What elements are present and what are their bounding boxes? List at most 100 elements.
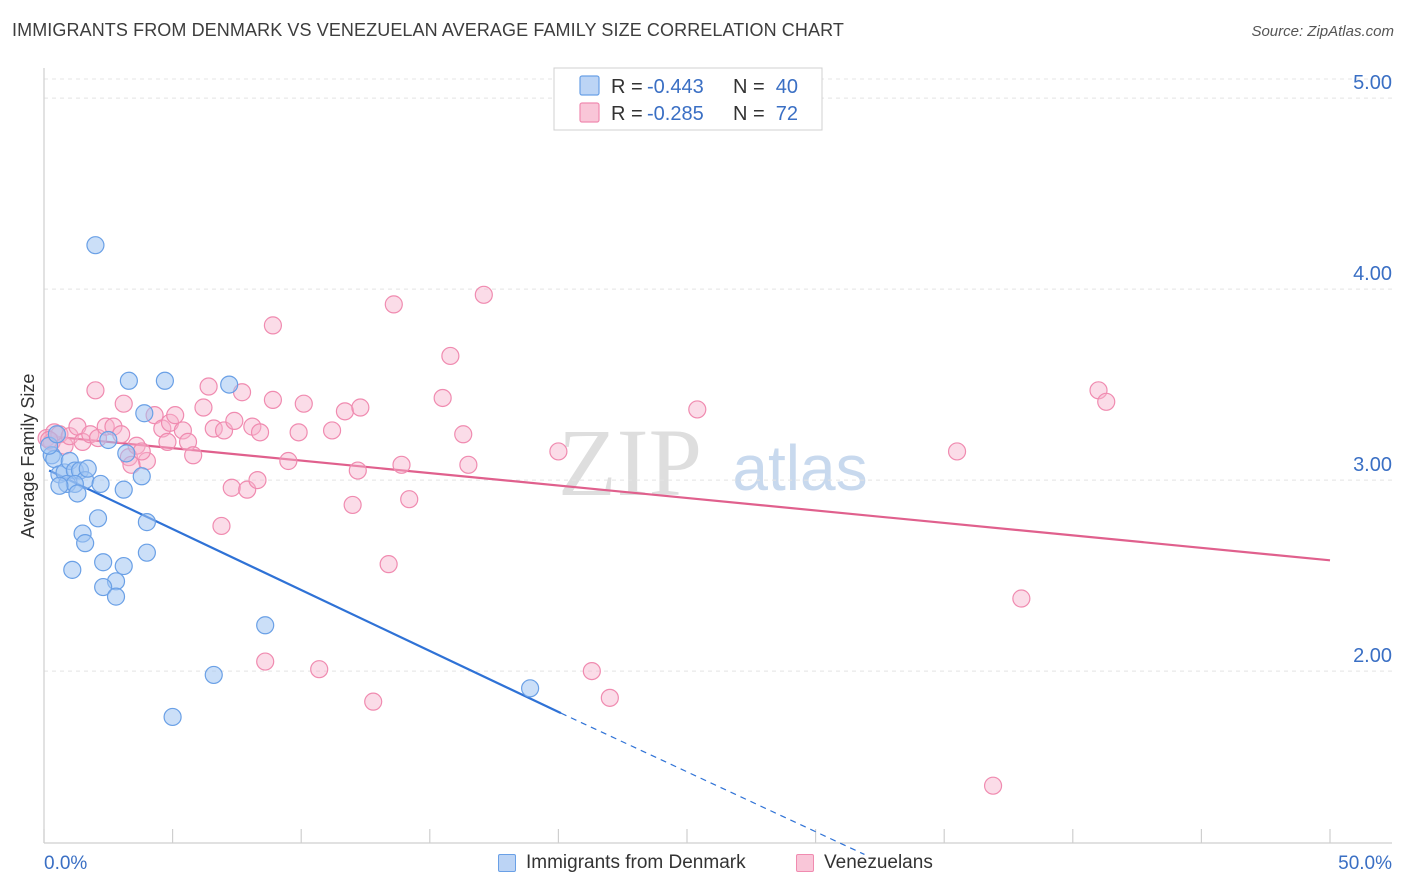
y-tick-label: 4.00: [1353, 263, 1392, 285]
legend-n-value: 40: [776, 76, 798, 98]
point-venezuelans: [250, 423, 270, 442]
x-axis-min-label: 0.0%: [44, 853, 87, 874]
legend-swatch-denmark: [579, 75, 600, 96]
point-denmark: [94, 577, 113, 597]
point-venezuelans: [248, 471, 267, 490]
point-denmark: [163, 707, 182, 727]
point-venezuelans: [379, 555, 398, 574]
legend-label-denmark: Immigrants from Denmark: [526, 852, 746, 873]
y-tick-label: 2.00: [1353, 645, 1392, 667]
legend-item-denmark: Immigrants from Denmark: [498, 852, 746, 874]
point-venezuelans: [199, 377, 218, 396]
point-venezuelans: [322, 421, 342, 440]
point-venezuelans: [158, 432, 177, 451]
point-venezuelans: [400, 490, 419, 509]
x-axis-max-label: 50.0%: [1338, 853, 1392, 874]
point-venezuelans: [279, 451, 298, 471]
point-venezuelans: [86, 381, 105, 400]
point-venezuelans: [348, 461, 367, 480]
point-venezuelans: [343, 495, 362, 515]
point-venezuelans: [212, 516, 231, 536]
watermark-zip: ZIP: [558, 409, 702, 516]
point-denmark: [521, 679, 540, 698]
point-venezuelans: [351, 398, 370, 417]
point-denmark: [86, 236, 105, 255]
point-denmark: [204, 665, 223, 685]
y-axis-label: Average Family Size: [18, 374, 38, 539]
point-venezuelans: [582, 661, 601, 681]
chart-title: IMMIGRANTS FROM DENMARK VS VENEZUELAN AV…: [12, 20, 844, 40]
legend-n-value: 72: [776, 103, 798, 125]
legend-label-venezuelans: Venezuelans: [824, 852, 933, 873]
legend-item-venezuelans: Venezuelans: [796, 852, 933, 874]
legend-r-label: R =: [611, 76, 643, 98]
point-venezuelans: [459, 455, 478, 474]
y-tick-label: 3.00: [1353, 454, 1392, 476]
point-denmark: [155, 371, 174, 390]
point-venezuelans: [600, 688, 619, 707]
watermark-atlas: atlas: [732, 432, 867, 504]
legend-n-label: N =: [733, 76, 765, 98]
grid: [44, 78, 1392, 672]
point-denmark: [135, 404, 154, 423]
point-denmark: [88, 509, 108, 528]
legend-swatch-venezuelans: [579, 102, 600, 123]
point-venezuelans: [222, 478, 241, 497]
legend-swatch-denmark: [498, 854, 516, 872]
point-venezuelans: [947, 442, 967, 461]
point-denmark: [114, 480, 133, 499]
point-venezuelans: [335, 402, 355, 421]
point-venezuelans: [1097, 392, 1116, 411]
point-venezuelans: [983, 776, 1003, 795]
point-denmark: [119, 371, 138, 390]
point-denmark: [137, 513, 156, 532]
point-venezuelans: [364, 692, 383, 711]
point-denmark: [47, 425, 66, 444]
point-venezuelans: [1012, 589, 1031, 608]
source-label: Source: ZipAtlas.com: [1251, 23, 1394, 40]
bottom-legend: Immigrants from Denmark Venezuelans: [0, 852, 1406, 878]
point-venezuelans: [263, 316, 283, 335]
point-venezuelans: [294, 394, 313, 413]
point-venezuelans: [178, 432, 198, 451]
point-venezuelans: [310, 660, 329, 679]
legend-swatch-venezuelans: [796, 854, 814, 872]
point-venezuelans: [441, 346, 460, 366]
legend-r-value: -0.285: [647, 103, 704, 125]
point-denmark: [132, 467, 151, 486]
point-denmark: [117, 444, 136, 463]
point-venezuelans: [549, 442, 568, 461]
point-venezuelans: [166, 406, 185, 425]
point-denmark: [106, 587, 126, 606]
point-denmark: [94, 553, 113, 572]
point-denmark: [63, 560, 82, 579]
legend-r-label: R =: [611, 103, 643, 125]
point-venezuelans: [173, 421, 192, 440]
point-denmark: [114, 556, 133, 576]
y-tick-label: 5.00: [1353, 72, 1392, 94]
point-denmark: [68, 484, 87, 503]
point-venezuelans: [263, 390, 283, 409]
point-venezuelans: [454, 425, 473, 444]
point-venezuelans: [433, 388, 452, 408]
point-venezuelans: [474, 285, 493, 304]
point-venezuelans: [384, 295, 403, 314]
trend-line-denmark: [48, 469, 562, 715]
point-venezuelans: [256, 652, 275, 671]
axis-labels: Average Family Size 0.0% 50.0% 2.00 3.00 4…: [18, 72, 1392, 874]
point-venezuelans: [225, 411, 244, 430]
point-venezuelans: [194, 398, 213, 417]
trend-line-extension: [560, 712, 865, 856]
data-points: [37, 236, 1116, 795]
point-denmark: [256, 616, 275, 635]
legend-r-value: -0.443: [647, 76, 704, 98]
point-venezuelans: [688, 400, 707, 419]
point-venezuelans: [73, 432, 92, 451]
point-denmark: [220, 375, 239, 394]
point-venezuelans: [392, 455, 411, 474]
legend: R = -0.443 N = 40 R = -0.285 N = 72: [553, 67, 823, 131]
point-denmark: [99, 430, 118, 450]
point-denmark: [78, 459, 97, 478]
legend-n-label: N =: [733, 103, 765, 125]
point-denmark: [91, 474, 110, 494]
